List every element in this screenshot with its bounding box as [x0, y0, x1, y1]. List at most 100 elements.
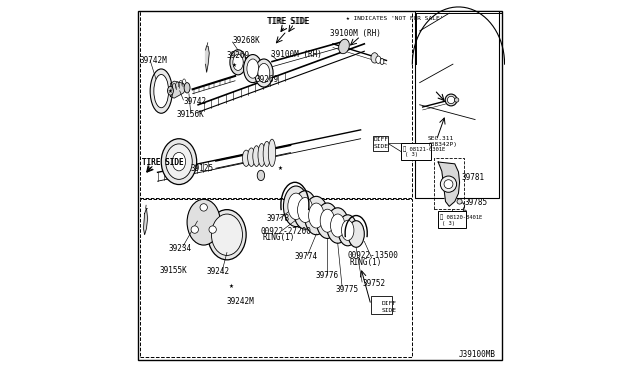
Text: DIFF: DIFF: [374, 137, 389, 142]
Text: J39100MB: J39100MB: [458, 350, 495, 359]
Text: ★ INDICATES 'NOT FOR SALE': ★ INDICATES 'NOT FOR SALE': [346, 16, 444, 20]
Ellipse shape: [255, 59, 273, 87]
Text: Ⓑ 08121-0301E: Ⓑ 08121-0301E: [403, 146, 445, 151]
Text: 39742: 39742: [184, 97, 207, 106]
Ellipse shape: [288, 193, 304, 219]
Text: 39785: 39785: [465, 198, 488, 207]
Polygon shape: [170, 81, 186, 98]
Text: (38342P): (38342P): [428, 142, 458, 147]
Ellipse shape: [316, 203, 339, 238]
Ellipse shape: [253, 146, 260, 166]
Text: ( 3): ( 3): [405, 153, 418, 157]
Text: 39742M: 39742M: [140, 56, 168, 65]
Ellipse shape: [247, 59, 259, 78]
Text: SIDE: SIDE: [382, 308, 397, 313]
Circle shape: [444, 180, 453, 189]
Ellipse shape: [263, 141, 271, 167]
Text: 00922-27200: 00922-27200: [261, 227, 312, 235]
Bar: [415, 12, 499, 198]
Ellipse shape: [166, 144, 192, 179]
Text: TIRE SIDE: TIRE SIDE: [267, 17, 308, 26]
Text: 39100M (RH): 39100M (RH): [330, 29, 381, 38]
Text: 39778: 39778: [266, 214, 289, 223]
Text: 39125: 39125: [190, 164, 213, 173]
Polygon shape: [438, 162, 460, 206]
Text: SIDE: SIDE: [374, 144, 389, 149]
Ellipse shape: [258, 63, 270, 83]
Circle shape: [463, 210, 467, 214]
Text: 39781: 39781: [461, 173, 484, 182]
Circle shape: [191, 226, 198, 233]
Circle shape: [447, 96, 455, 104]
Text: TIRE SIDE: TIRE SIDE: [268, 17, 309, 26]
Ellipse shape: [268, 139, 276, 167]
Text: TIRE SIDE: TIRE SIDE: [142, 158, 184, 167]
Ellipse shape: [339, 39, 349, 54]
Text: 39100M (RH): 39100M (RH): [271, 50, 322, 59]
Ellipse shape: [258, 144, 266, 166]
Text: Ⓑ 08120-8401E: Ⓑ 08120-8401E: [440, 214, 482, 220]
Bar: [140, 12, 412, 198]
Text: 39269: 39269: [255, 75, 278, 84]
Text: 39776: 39776: [316, 271, 339, 280]
Text: 39752: 39752: [362, 279, 385, 288]
Bar: [434, 158, 464, 209]
Circle shape: [457, 199, 462, 204]
Ellipse shape: [348, 221, 364, 247]
Bar: [371, 296, 392, 314]
Text: ★: ★: [228, 284, 233, 289]
Text: SEC.311: SEC.311: [428, 135, 454, 141]
Bar: [140, 199, 412, 357]
Ellipse shape: [243, 150, 250, 166]
Ellipse shape: [150, 69, 172, 113]
Circle shape: [454, 98, 459, 102]
Text: 39155K: 39155K: [159, 266, 187, 275]
Ellipse shape: [308, 203, 324, 228]
Text: RING(1): RING(1): [349, 258, 382, 267]
Polygon shape: [205, 46, 209, 72]
Ellipse shape: [326, 208, 349, 243]
Text: ★: ★: [167, 89, 172, 94]
Ellipse shape: [168, 86, 173, 95]
Ellipse shape: [376, 56, 381, 63]
Ellipse shape: [211, 214, 243, 256]
Ellipse shape: [233, 54, 243, 70]
Ellipse shape: [172, 153, 186, 171]
Polygon shape: [143, 208, 148, 235]
Text: 39775: 39775: [336, 285, 359, 294]
Text: 39242: 39242: [207, 267, 230, 276]
Ellipse shape: [154, 74, 168, 108]
Ellipse shape: [338, 215, 357, 246]
Circle shape: [209, 226, 216, 233]
Ellipse shape: [230, 50, 246, 75]
Text: 39156K: 39156K: [177, 109, 205, 119]
Text: ★: ★: [232, 63, 237, 68]
Text: 39269: 39269: [227, 51, 250, 60]
Ellipse shape: [184, 83, 190, 93]
Ellipse shape: [320, 209, 335, 232]
Ellipse shape: [298, 198, 313, 222]
Ellipse shape: [330, 214, 345, 237]
Circle shape: [445, 94, 457, 106]
Bar: [401, 143, 431, 160]
Text: 00922-13500: 00922-13500: [348, 251, 399, 260]
Ellipse shape: [380, 59, 384, 64]
Text: 39242M: 39242M: [227, 297, 255, 306]
Ellipse shape: [161, 139, 196, 185]
Text: ( 3): ( 3): [442, 221, 455, 226]
Bar: [372, 136, 388, 151]
Bar: [438, 211, 466, 228]
Text: 39234: 39234: [168, 244, 192, 253]
Ellipse shape: [342, 220, 354, 240]
Ellipse shape: [248, 148, 255, 166]
Circle shape: [440, 176, 456, 192]
Text: TIRE SIDE: TIRE SIDE: [142, 157, 184, 167]
Ellipse shape: [257, 170, 264, 181]
Text: RING(1): RING(1): [263, 233, 295, 242]
Ellipse shape: [293, 191, 317, 229]
Text: 39774: 39774: [295, 251, 318, 261]
Circle shape: [200, 204, 207, 211]
Text: 39268K: 39268K: [232, 36, 260, 45]
Ellipse shape: [187, 199, 220, 245]
Ellipse shape: [305, 196, 328, 235]
